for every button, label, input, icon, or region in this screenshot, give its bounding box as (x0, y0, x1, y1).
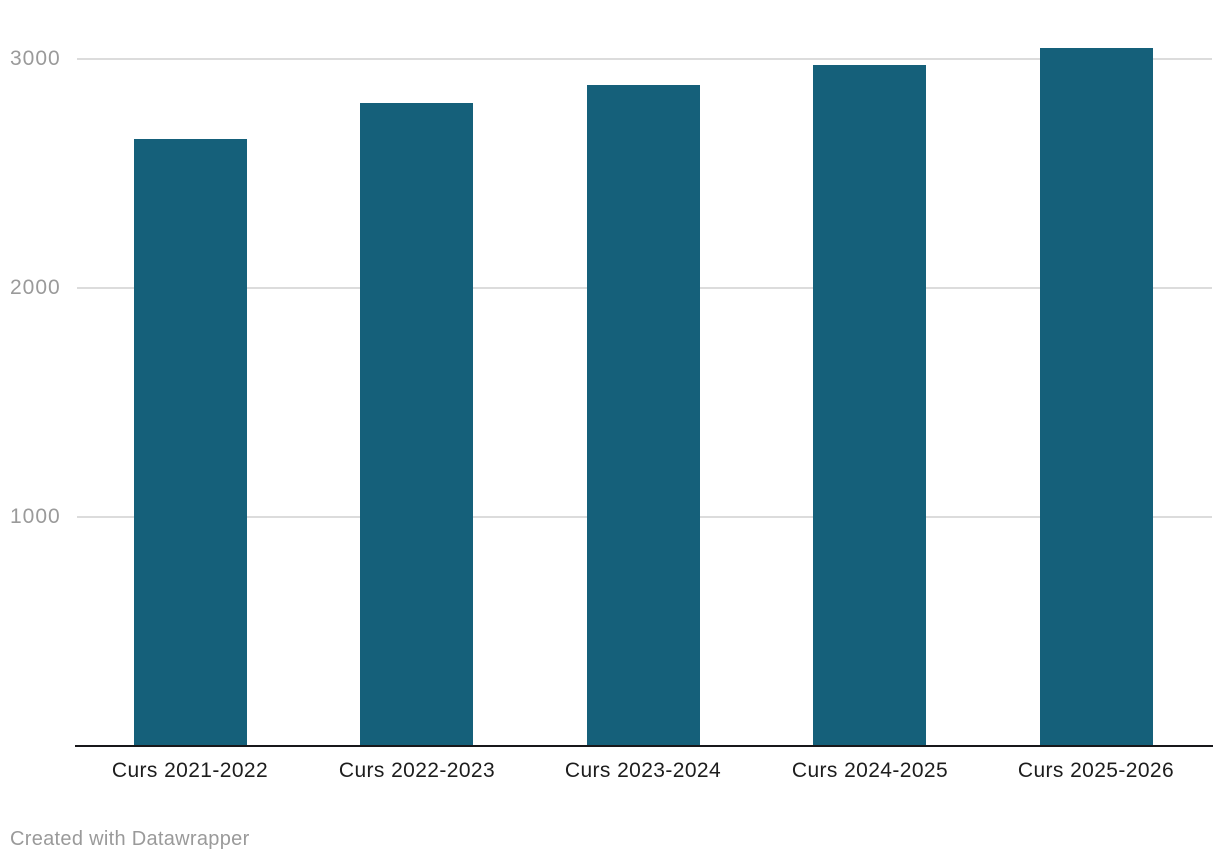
datawrapper-credit-link[interactable]: Created with Datawrapper (10, 828, 250, 850)
x-tick-label-2: Curs 2022-2023 (338, 759, 496, 782)
bar-5 (1040, 48, 1153, 745)
x-tick-label-5: Curs 2025-2026 (1017, 759, 1175, 782)
x-tick-label-1: Curs 2021-2022 (111, 759, 269, 782)
x-axis-line (75, 745, 1213, 747)
bar-4 (813, 65, 926, 745)
bar-1 (134, 139, 247, 745)
x-tick-label-4: Curs 2024-2025 (791, 759, 949, 782)
y-tick-label-2000: 2000 (10, 276, 61, 299)
bar-2 (360, 103, 473, 745)
y-tick-label-1000: 1000 (10, 505, 61, 528)
x-tick-label-3: Curs 2023-2024 (564, 759, 722, 782)
bar-3 (587, 85, 700, 745)
y-tick-label-3000: 3000 (10, 47, 61, 70)
gridline-3000 (77, 58, 1212, 60)
